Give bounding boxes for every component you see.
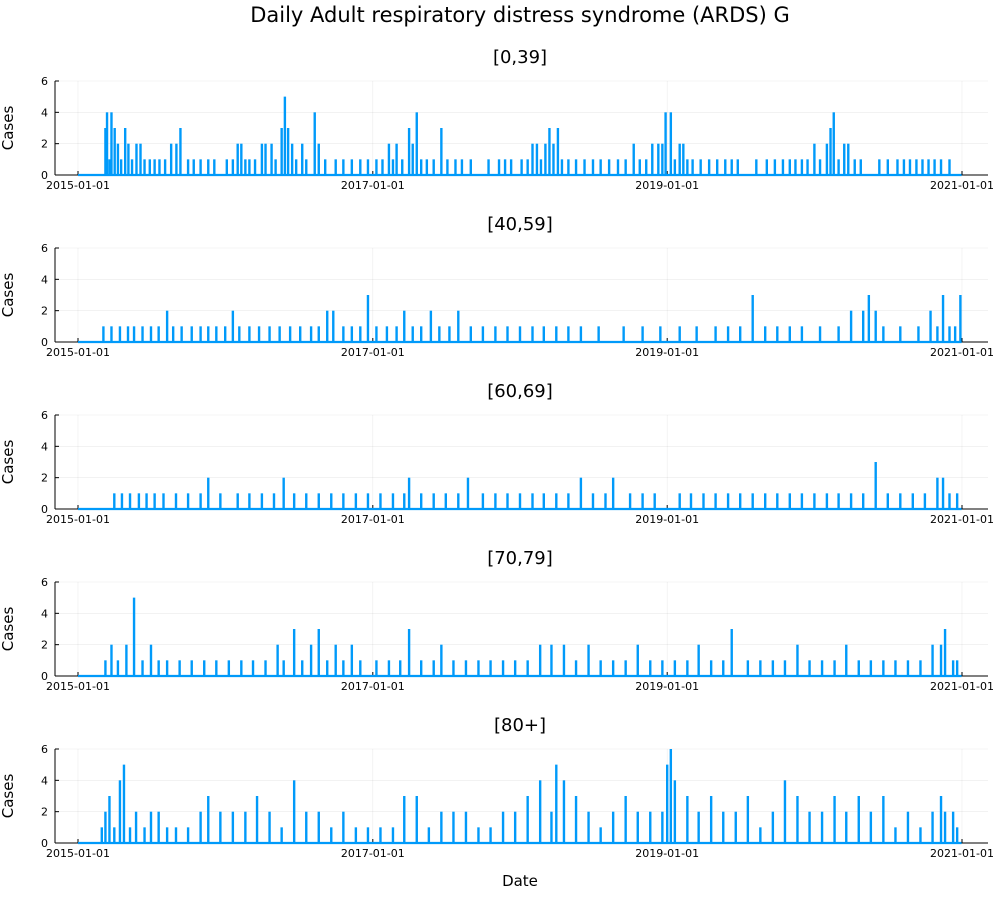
x-tick-label: 2015-01-01 — [46, 346, 110, 359]
x-tick-label: 2019-01-01 — [635, 179, 699, 192]
y-tick-label: 6 — [41, 75, 48, 88]
y-tick-label: 2 — [41, 472, 48, 485]
y-tick-label: 0 — [41, 169, 48, 182]
x-tick-label: 2019-01-01 — [635, 346, 699, 359]
y-tick-label: 4 — [41, 106, 48, 119]
y-tick-label: 6 — [41, 576, 48, 589]
y-axis-label: Cases — [0, 440, 17, 485]
x-tick-label: 2021-01-01 — [930, 513, 994, 526]
x-tick-label: 2019-01-01 — [635, 513, 699, 526]
y-tick-label: 4 — [41, 607, 48, 620]
y-tick-label: 0 — [41, 670, 48, 683]
panel-title: [0,39] — [493, 47, 547, 68]
y-tick-label: 2 — [41, 305, 48, 318]
panel-title: [40,59] — [487, 214, 553, 235]
y-tick-label: 0 — [41, 503, 48, 516]
y-tick-label: 2 — [41, 639, 48, 652]
x-tick-label: 2019-01-01 — [635, 680, 699, 693]
x-tick-label: 2017-01-01 — [341, 513, 405, 526]
y-axis-label: Cases — [0, 273, 17, 318]
x-tick-label: 2017-01-01 — [341, 346, 405, 359]
y-axis-label: Cases — [0, 774, 17, 819]
y-tick-label: 6 — [41, 409, 48, 422]
y-tick-label: 4 — [41, 440, 48, 453]
y-axis-label: Cases — [0, 607, 17, 652]
x-tick-label: 2021-01-01 — [930, 346, 994, 359]
y-axis-label: Cases — [0, 106, 17, 151]
panel-title: [70,79] — [487, 548, 553, 569]
x-tick-label: 2021-01-01 — [930, 179, 994, 192]
x-tick-label: 2015-01-01 — [46, 847, 110, 860]
panel-title: [60,69] — [487, 381, 553, 402]
x-tick-label: 2015-01-01 — [46, 179, 110, 192]
panel-title: [80+] — [494, 715, 546, 736]
y-tick-label: 4 — [41, 774, 48, 787]
x-tick-label: 2017-01-01 — [341, 847, 405, 860]
x-tick-label: 2015-01-01 — [46, 513, 110, 526]
y-tick-label: 6 — [41, 743, 48, 756]
y-tick-label: 4 — [41, 273, 48, 286]
x-tick-label: 2017-01-01 — [341, 179, 405, 192]
x-tick-label: 2021-01-01 — [930, 680, 994, 693]
y-tick-label: 0 — [41, 837, 48, 850]
y-tick-label: 2 — [41, 138, 48, 151]
x-tick-label: 2017-01-01 — [341, 680, 405, 693]
y-tick-label: 6 — [41, 242, 48, 255]
x-tick-label: 2015-01-01 — [46, 680, 110, 693]
chart-title: Daily Adult respiratory distress syndrom… — [250, 3, 790, 27]
x-tick-label: 2021-01-01 — [930, 847, 994, 860]
y-tick-label: 2 — [41, 806, 48, 819]
x-tick-label: 2019-01-01 — [635, 847, 699, 860]
y-tick-label: 0 — [41, 336, 48, 349]
x-axis-label: Date — [502, 872, 538, 890]
